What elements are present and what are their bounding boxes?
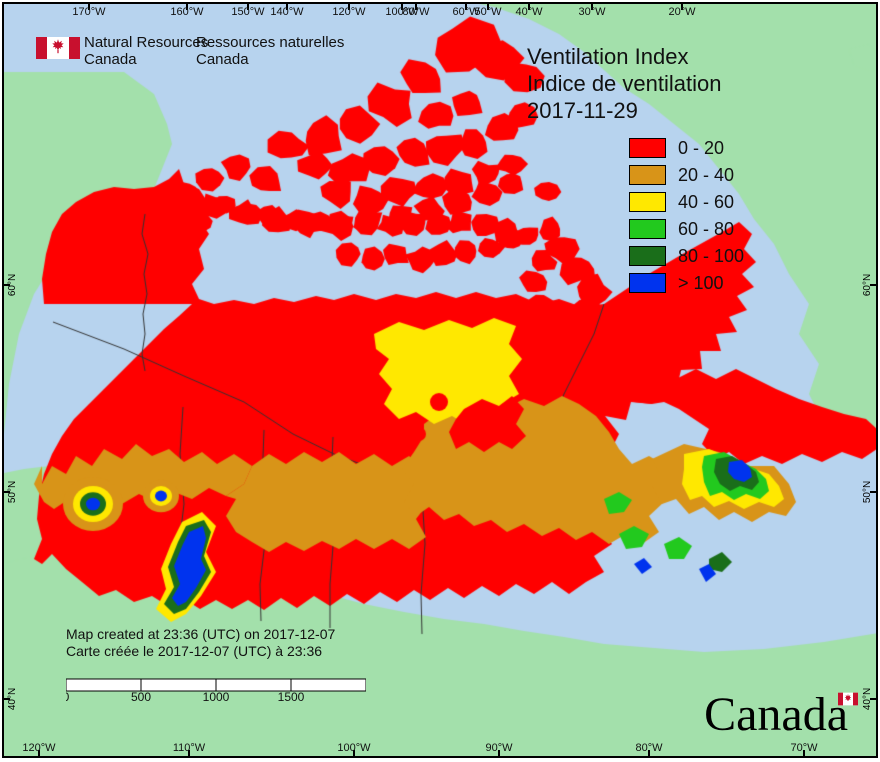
- svg-text:1500: 1500: [278, 690, 305, 704]
- svg-text:0: 0: [66, 690, 70, 704]
- svg-text:1000: 1000: [203, 690, 230, 704]
- svg-text:500: 500: [131, 690, 151, 704]
